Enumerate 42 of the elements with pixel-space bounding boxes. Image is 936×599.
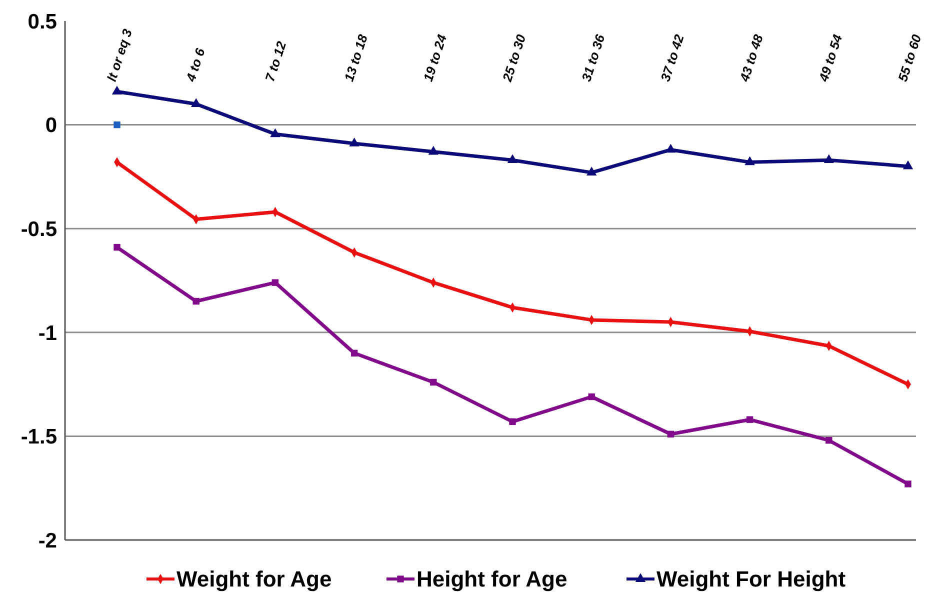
point xyxy=(112,86,122,95)
x-tick-label: 13 to 18 xyxy=(341,32,371,84)
point xyxy=(666,144,676,153)
point xyxy=(824,154,834,164)
point xyxy=(349,138,360,146)
x-tick-label: lt or eq 3 xyxy=(104,26,136,84)
legend-label: Weight For Height xyxy=(656,566,846,592)
x-tick-label: 25 to 30 xyxy=(499,32,529,84)
point xyxy=(507,154,518,164)
x-tick-label: 37 to 42 xyxy=(658,32,688,84)
point xyxy=(350,350,358,357)
x-tick-label: 49 to 54 xyxy=(816,32,846,84)
point xyxy=(826,437,832,444)
x-tick-label: 31 to 36 xyxy=(578,32,608,84)
y-tick-label: 0.5 xyxy=(28,10,58,34)
point xyxy=(430,378,437,386)
x-tick-label: 4 to 6 xyxy=(182,46,208,84)
y-tick-label: -0.5 xyxy=(20,218,58,241)
point xyxy=(270,128,280,138)
point xyxy=(114,244,120,251)
legend-label: Height for Age xyxy=(416,566,568,592)
x-tick-label: 55 to 60 xyxy=(894,32,924,84)
point xyxy=(902,160,914,170)
point xyxy=(509,418,516,426)
x-tick-label: 43 to 48 xyxy=(736,32,766,84)
point xyxy=(428,146,438,155)
y-tick-label: -1 xyxy=(38,322,58,345)
point xyxy=(667,430,674,438)
legend-label: Weight for Age xyxy=(176,566,332,592)
y-tick-label: 0 xyxy=(45,114,57,138)
y-tick-label: -1.5 xyxy=(20,426,58,449)
point xyxy=(192,298,200,305)
y-tick-label: -2 xyxy=(38,529,57,552)
x-tick-label: 7 to 12 xyxy=(262,38,290,84)
point xyxy=(746,416,754,423)
point xyxy=(114,121,120,128)
point xyxy=(272,279,279,286)
x-tick-label: 19 to 24 xyxy=(420,32,450,84)
point xyxy=(586,166,597,176)
point xyxy=(744,156,755,166)
point xyxy=(904,480,912,488)
point xyxy=(588,393,595,400)
